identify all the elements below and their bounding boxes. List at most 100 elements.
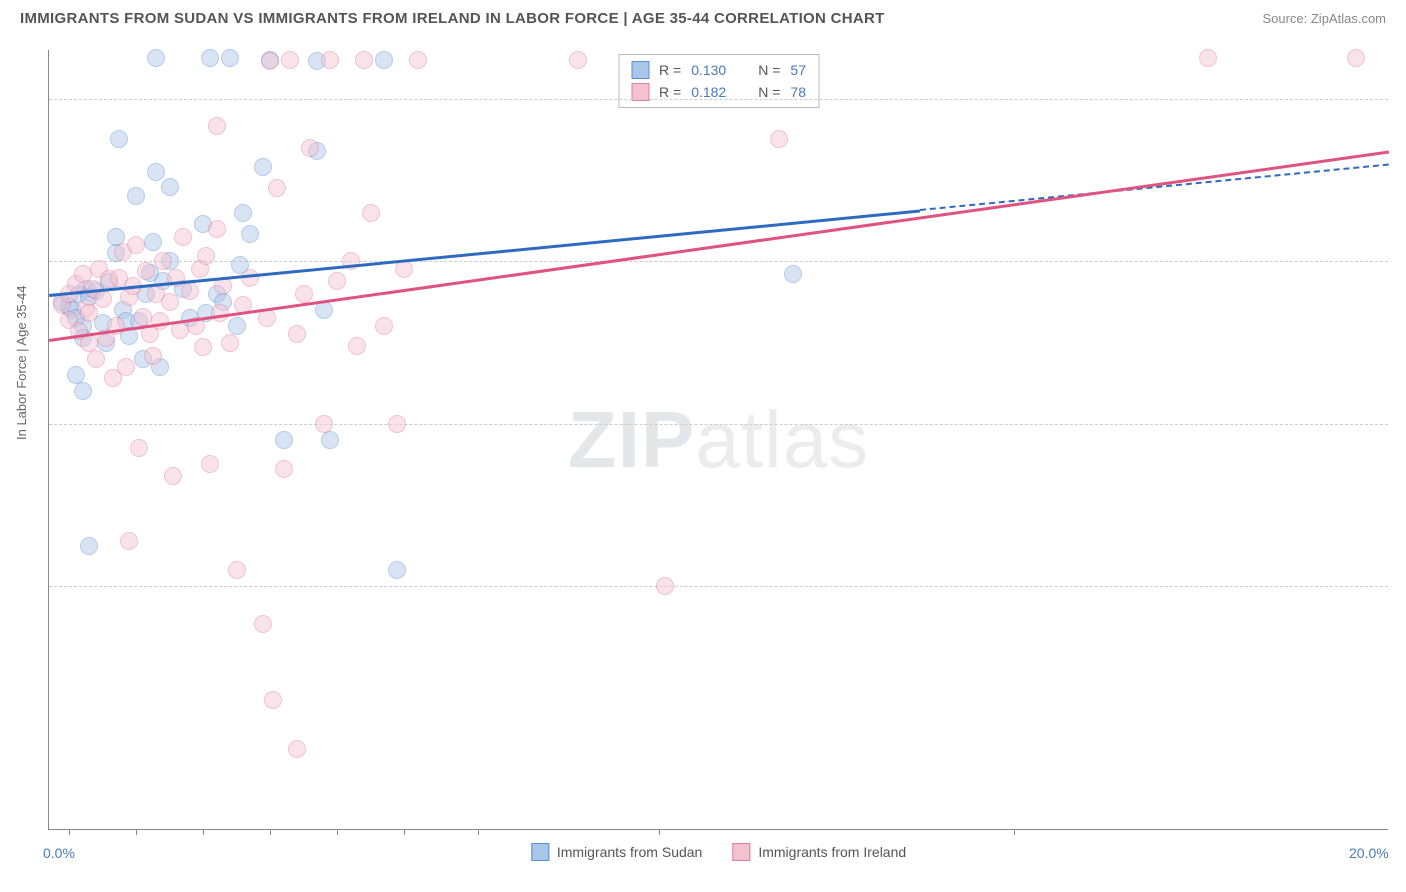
scatter-point	[355, 51, 373, 69]
x-tick-label: 0.0%	[43, 845, 75, 861]
scatter-point	[87, 350, 105, 368]
scatter-point	[770, 130, 788, 148]
correlation-legend: R =0.130N =57R =0.182N =78	[618, 54, 819, 108]
scatter-point	[110, 130, 128, 148]
x-tick	[478, 829, 479, 835]
legend-swatch	[531, 843, 549, 861]
legend-r-value: 0.182	[691, 84, 726, 100]
scatter-point	[94, 290, 112, 308]
scatter-point	[275, 460, 293, 478]
scatter-point	[161, 178, 179, 196]
scatter-point	[147, 163, 165, 181]
trend-line	[920, 164, 1389, 211]
scatter-point	[362, 204, 380, 222]
scatter-point	[117, 358, 135, 376]
x-tick	[69, 829, 70, 835]
scatter-point	[80, 304, 98, 322]
scatter-point	[388, 561, 406, 579]
legend-series-name: Immigrants from Ireland	[758, 844, 906, 860]
scatter-point	[301, 139, 319, 157]
gridline-h	[49, 261, 1388, 262]
scatter-point	[315, 415, 333, 433]
trend-line	[49, 209, 920, 296]
scatter-point	[154, 252, 172, 270]
scatter-point	[144, 347, 162, 365]
scatter-point	[264, 691, 282, 709]
gridline-h	[49, 424, 1388, 425]
scatter-point	[164, 467, 182, 485]
scatter-point	[348, 337, 366, 355]
scatter-point	[197, 247, 215, 265]
scatter-point	[268, 179, 286, 197]
x-tick	[337, 829, 338, 835]
scatter-point	[395, 260, 413, 278]
scatter-point	[174, 228, 192, 246]
legend-swatch	[732, 843, 750, 861]
gridline-h	[49, 586, 1388, 587]
scatter-point	[328, 272, 346, 290]
legend-series-name: Immigrants from Sudan	[557, 844, 703, 860]
scatter-point	[656, 577, 674, 595]
scatter-point	[321, 51, 339, 69]
scatter-point	[321, 431, 339, 449]
gridline-h	[49, 99, 1388, 100]
legend-n-label: N =	[758, 62, 780, 78]
x-tick	[203, 829, 204, 835]
x-tick	[136, 829, 137, 835]
scatter-point	[74, 382, 92, 400]
scatter-point	[161, 293, 179, 311]
series-legend: Immigrants from Sudan Immigrants from Ire…	[531, 843, 906, 861]
scatter-point	[784, 265, 802, 283]
scatter-point	[137, 262, 155, 280]
scatter-point	[208, 220, 226, 238]
x-tick	[659, 829, 660, 835]
scatter-point	[144, 233, 162, 251]
scatter-point	[201, 49, 219, 67]
legend-item: Immigrants from Ireland	[732, 843, 906, 861]
legend-r-value: 0.130	[691, 62, 726, 78]
scatter-point	[221, 334, 239, 352]
legend-n-label: N =	[758, 84, 780, 100]
scatter-point	[127, 236, 145, 254]
scatter-point	[295, 285, 313, 303]
scatter-point	[134, 308, 152, 326]
chart-title: IMMIGRANTS FROM SUDAN VS IMMIGRANTS FROM…	[20, 10, 885, 27]
legend-swatch	[631, 61, 649, 79]
scatter-point	[201, 455, 219, 473]
scatter-point	[1199, 49, 1217, 67]
y-axis-label: In Labor Force | Age 35-44	[14, 286, 29, 440]
scatter-point	[151, 312, 169, 330]
x-tick	[404, 829, 405, 835]
scatter-point	[130, 439, 148, 457]
scatter-point	[1347, 49, 1365, 67]
scatter-chart: ZIPatlas R =0.130N =57R =0.182N =78 Immi…	[48, 50, 1388, 830]
x-tick	[270, 829, 271, 835]
scatter-point	[208, 117, 226, 135]
scatter-point	[181, 282, 199, 300]
scatter-point	[375, 51, 393, 69]
scatter-point	[127, 187, 145, 205]
scatter-point	[261, 52, 279, 70]
scatter-point	[281, 51, 299, 69]
scatter-point	[258, 309, 276, 327]
scatter-point	[228, 561, 246, 579]
scatter-point	[388, 415, 406, 433]
scatter-point	[241, 225, 259, 243]
scatter-point	[234, 204, 252, 222]
scatter-point	[375, 317, 393, 335]
legend-r-label: R =	[659, 84, 681, 100]
scatter-point	[147, 49, 165, 67]
scatter-point	[288, 325, 306, 343]
watermark: ZIPatlas	[568, 394, 869, 486]
scatter-point	[275, 431, 293, 449]
legend-row: R =0.130N =57	[631, 59, 806, 81]
scatter-point	[409, 51, 427, 69]
trend-line	[49, 151, 1389, 342]
scatter-point	[194, 338, 212, 356]
legend-r-label: R =	[659, 62, 681, 78]
scatter-point	[120, 532, 138, 550]
legend-item: Immigrants from Sudan	[531, 843, 703, 861]
x-tick-label: 20.0%	[1349, 845, 1389, 861]
x-tick	[1014, 829, 1015, 835]
scatter-point	[254, 158, 272, 176]
